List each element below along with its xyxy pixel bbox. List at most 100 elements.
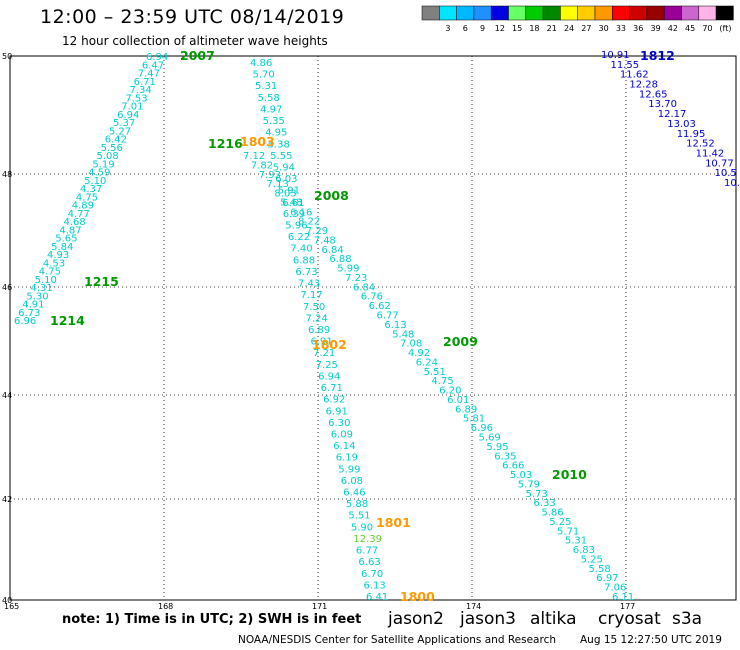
colorbar-swatch: [698, 5, 717, 21]
colorbar-tick: 39: [650, 24, 660, 33]
swh-value: 6.71: [321, 383, 343, 394]
lat-lon-grid: [9, 55, 737, 601]
swh-value: 5.51: [424, 367, 446, 378]
swh-value: 6.94: [117, 110, 139, 121]
swh-value: 4.95: [265, 128, 287, 139]
swh-value: 6.89: [455, 404, 477, 415]
swh-value: 7.34: [130, 85, 152, 96]
swh-value: 6.33: [533, 498, 555, 509]
swh-value: 5.79: [518, 479, 540, 490]
colorbar-tick: 24: [564, 24, 574, 33]
swh-value: 6.94: [146, 52, 168, 63]
colorbar-swatch: [439, 5, 457, 21]
swh-value: 5.84: [51, 242, 73, 253]
colorbar-tick: 9: [480, 24, 485, 33]
legend-cryosat: cryosat: [598, 609, 661, 629]
pass-label: 1803: [240, 134, 275, 149]
swh-value: 7.24: [305, 313, 327, 324]
legend-jason3: jason3: [460, 609, 516, 629]
swh-value: 10.77: [705, 158, 734, 169]
swh-value: 4.75: [431, 376, 453, 387]
swh-value: 4.59: [88, 168, 110, 179]
colorbar-swatch: [421, 5, 440, 21]
wave-height-colorbar: 3 6 9 12 15 18 21 24 27 30 33 36 39 42 45 70 (ft): [421, 5, 734, 33]
pass-label: 2009: [443, 334, 478, 349]
swh-value: 10.: [724, 178, 740, 189]
colorbar-swatch: [646, 5, 665, 21]
swh-value: 5.69: [479, 432, 501, 443]
swh-value: 7.17: [300, 290, 322, 301]
swh-value: 7.12: [243, 151, 265, 162]
swh-value: 7.53: [125, 93, 147, 104]
swh-value: 5.48: [280, 197, 302, 208]
swh-value: 6.94: [318, 371, 340, 382]
swh-value: 7.08: [400, 339, 422, 350]
swh-value: 11.55: [610, 60, 639, 71]
credit-line: NOAA/NESDIS Center for Satellite Applica…: [238, 634, 556, 646]
swh-value: 5.27: [109, 126, 131, 137]
swh-value: 4.97: [260, 104, 282, 115]
swh-value: 7.47: [138, 69, 160, 80]
swh-value: 4.86: [250, 58, 272, 69]
swh-value: 6.63: [358, 557, 380, 568]
swh-value: 4.31: [31, 283, 53, 294]
swh-value: 4.53: [43, 258, 65, 269]
swh-value: 6.77: [376, 311, 398, 322]
swh-value: 5.08: [97, 151, 119, 162]
lon-label: 168: [158, 602, 173, 611]
swh-value: 4.68: [64, 217, 86, 228]
lat-label: 50: [2, 52, 12, 61]
swh-value: 6.83: [573, 545, 595, 556]
colorbar-swatch: [681, 5, 700, 21]
colorbar-swatch: [612, 5, 630, 21]
swh-value: 6.22: [288, 232, 310, 243]
altimeter-tracks: 6.966.734.915.304.315.104.754.534.935.84…: [14, 50, 740, 603]
swh-value: 6.73: [295, 267, 317, 278]
lat-label: 46: [2, 283, 12, 292]
swh-value: 11.42: [696, 148, 725, 159]
swh-value: 5.73: [526, 489, 548, 500]
swh-value: 5.48: [392, 329, 414, 340]
swh-value: 5.10: [84, 176, 106, 187]
swh-value: 12.17: [658, 109, 687, 120]
swh-value: 6.13: [384, 320, 406, 331]
swh-value: 5.03: [510, 470, 532, 481]
swh-value: 5.31: [565, 536, 587, 547]
swh-value: 4.75: [39, 267, 61, 278]
swh-value: 12.28: [629, 80, 658, 91]
colorbar-swatch: [473, 5, 492, 21]
map-frame: [9, 55, 737, 601]
swh-value: 6.19: [336, 453, 358, 464]
swh-value: 7.21: [313, 348, 335, 359]
swh-value: 6.66: [502, 461, 524, 472]
swh-value: 5.25: [549, 517, 571, 528]
pass-label: 2007: [180, 48, 215, 63]
swh-value: 4.93: [47, 250, 69, 261]
swh-value: 6.92: [323, 395, 345, 406]
swh-value: 6.01: [447, 395, 469, 406]
map-subtitle: 12 hour collection of altimeter wave hei…: [62, 34, 328, 48]
swh-value: 4.75: [76, 192, 98, 203]
swh-value: 5.58: [258, 93, 280, 104]
colorbar-swatch: [490, 5, 509, 21]
swh-value: 6.41: [366, 592, 388, 603]
colorbar-tick: 15: [512, 24, 522, 33]
lat-label: 48: [2, 170, 12, 179]
pass-label: 1214: [50, 313, 85, 328]
colorbar-swatch: [560, 5, 578, 21]
swh-value: 6.42: [105, 135, 127, 146]
swh-value: 5.31: [255, 81, 277, 92]
colorbar-swatch: [629, 5, 648, 21]
pass-label: 1802: [312, 337, 347, 352]
colorbar-swatch: [525, 5, 544, 21]
pass-label: 1801: [376, 515, 411, 530]
swh-value: 8.03: [274, 189, 296, 200]
lat-label: 40: [2, 596, 12, 605]
swh-value: 5.58: [588, 564, 610, 575]
swh-value: 6.09: [331, 429, 353, 440]
swh-value: 5.35: [263, 116, 285, 127]
lat-label: 42: [2, 495, 12, 504]
swh-value: 10.91: [601, 50, 630, 61]
swh-value: 7.40: [290, 244, 312, 255]
